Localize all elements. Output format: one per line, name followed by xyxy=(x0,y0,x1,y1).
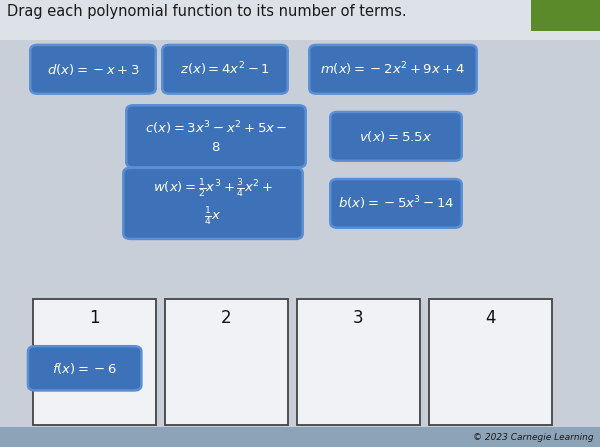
FancyBboxPatch shape xyxy=(331,112,462,161)
FancyBboxPatch shape xyxy=(531,0,600,31)
FancyBboxPatch shape xyxy=(162,45,287,94)
Text: $c(x)=3x^3-x^2+5x-$
$8$: $c(x)=3x^3-x^2+5x-$ $8$ xyxy=(145,119,287,154)
Text: $d(x)=-x+3$: $d(x)=-x+3$ xyxy=(47,62,139,77)
Text: $m(x)=-2x^2+9x+4$: $m(x)=-2x^2+9x+4$ xyxy=(320,60,466,78)
FancyBboxPatch shape xyxy=(297,299,420,425)
FancyBboxPatch shape xyxy=(124,168,303,239)
Text: 3: 3 xyxy=(353,309,364,327)
Text: $b(x)=-5x^3-14$: $b(x)=-5x^3-14$ xyxy=(338,194,454,212)
Text: Drag each polynomial function to its number of terms.: Drag each polynomial function to its num… xyxy=(7,4,407,19)
Text: $f(x)=-6$: $f(x)=-6$ xyxy=(52,361,117,376)
FancyBboxPatch shape xyxy=(33,299,156,425)
FancyBboxPatch shape xyxy=(429,299,552,425)
FancyBboxPatch shape xyxy=(331,179,462,228)
FancyBboxPatch shape xyxy=(310,45,477,94)
Text: © 2023 Carnegie Learning: © 2023 Carnegie Learning xyxy=(473,433,594,442)
FancyBboxPatch shape xyxy=(28,346,142,391)
Text: $w(x)=\frac{1}{2}x^3+\frac{3}{4}x^2+$
$\frac{1}{4}x$: $w(x)=\frac{1}{2}x^3+\frac{3}{4}x^2+$ $\… xyxy=(153,178,273,228)
Text: 1: 1 xyxy=(89,309,100,327)
Text: 2: 2 xyxy=(221,309,232,327)
FancyBboxPatch shape xyxy=(126,105,306,168)
FancyBboxPatch shape xyxy=(30,45,156,94)
Text: $v(x)=5.5x$: $v(x)=5.5x$ xyxy=(359,129,433,144)
FancyBboxPatch shape xyxy=(165,299,288,425)
FancyBboxPatch shape xyxy=(0,427,600,447)
FancyBboxPatch shape xyxy=(0,0,600,40)
Text: $z(x)=4x^2-1$: $z(x)=4x^2-1$ xyxy=(180,60,270,78)
Text: 4: 4 xyxy=(485,309,496,327)
